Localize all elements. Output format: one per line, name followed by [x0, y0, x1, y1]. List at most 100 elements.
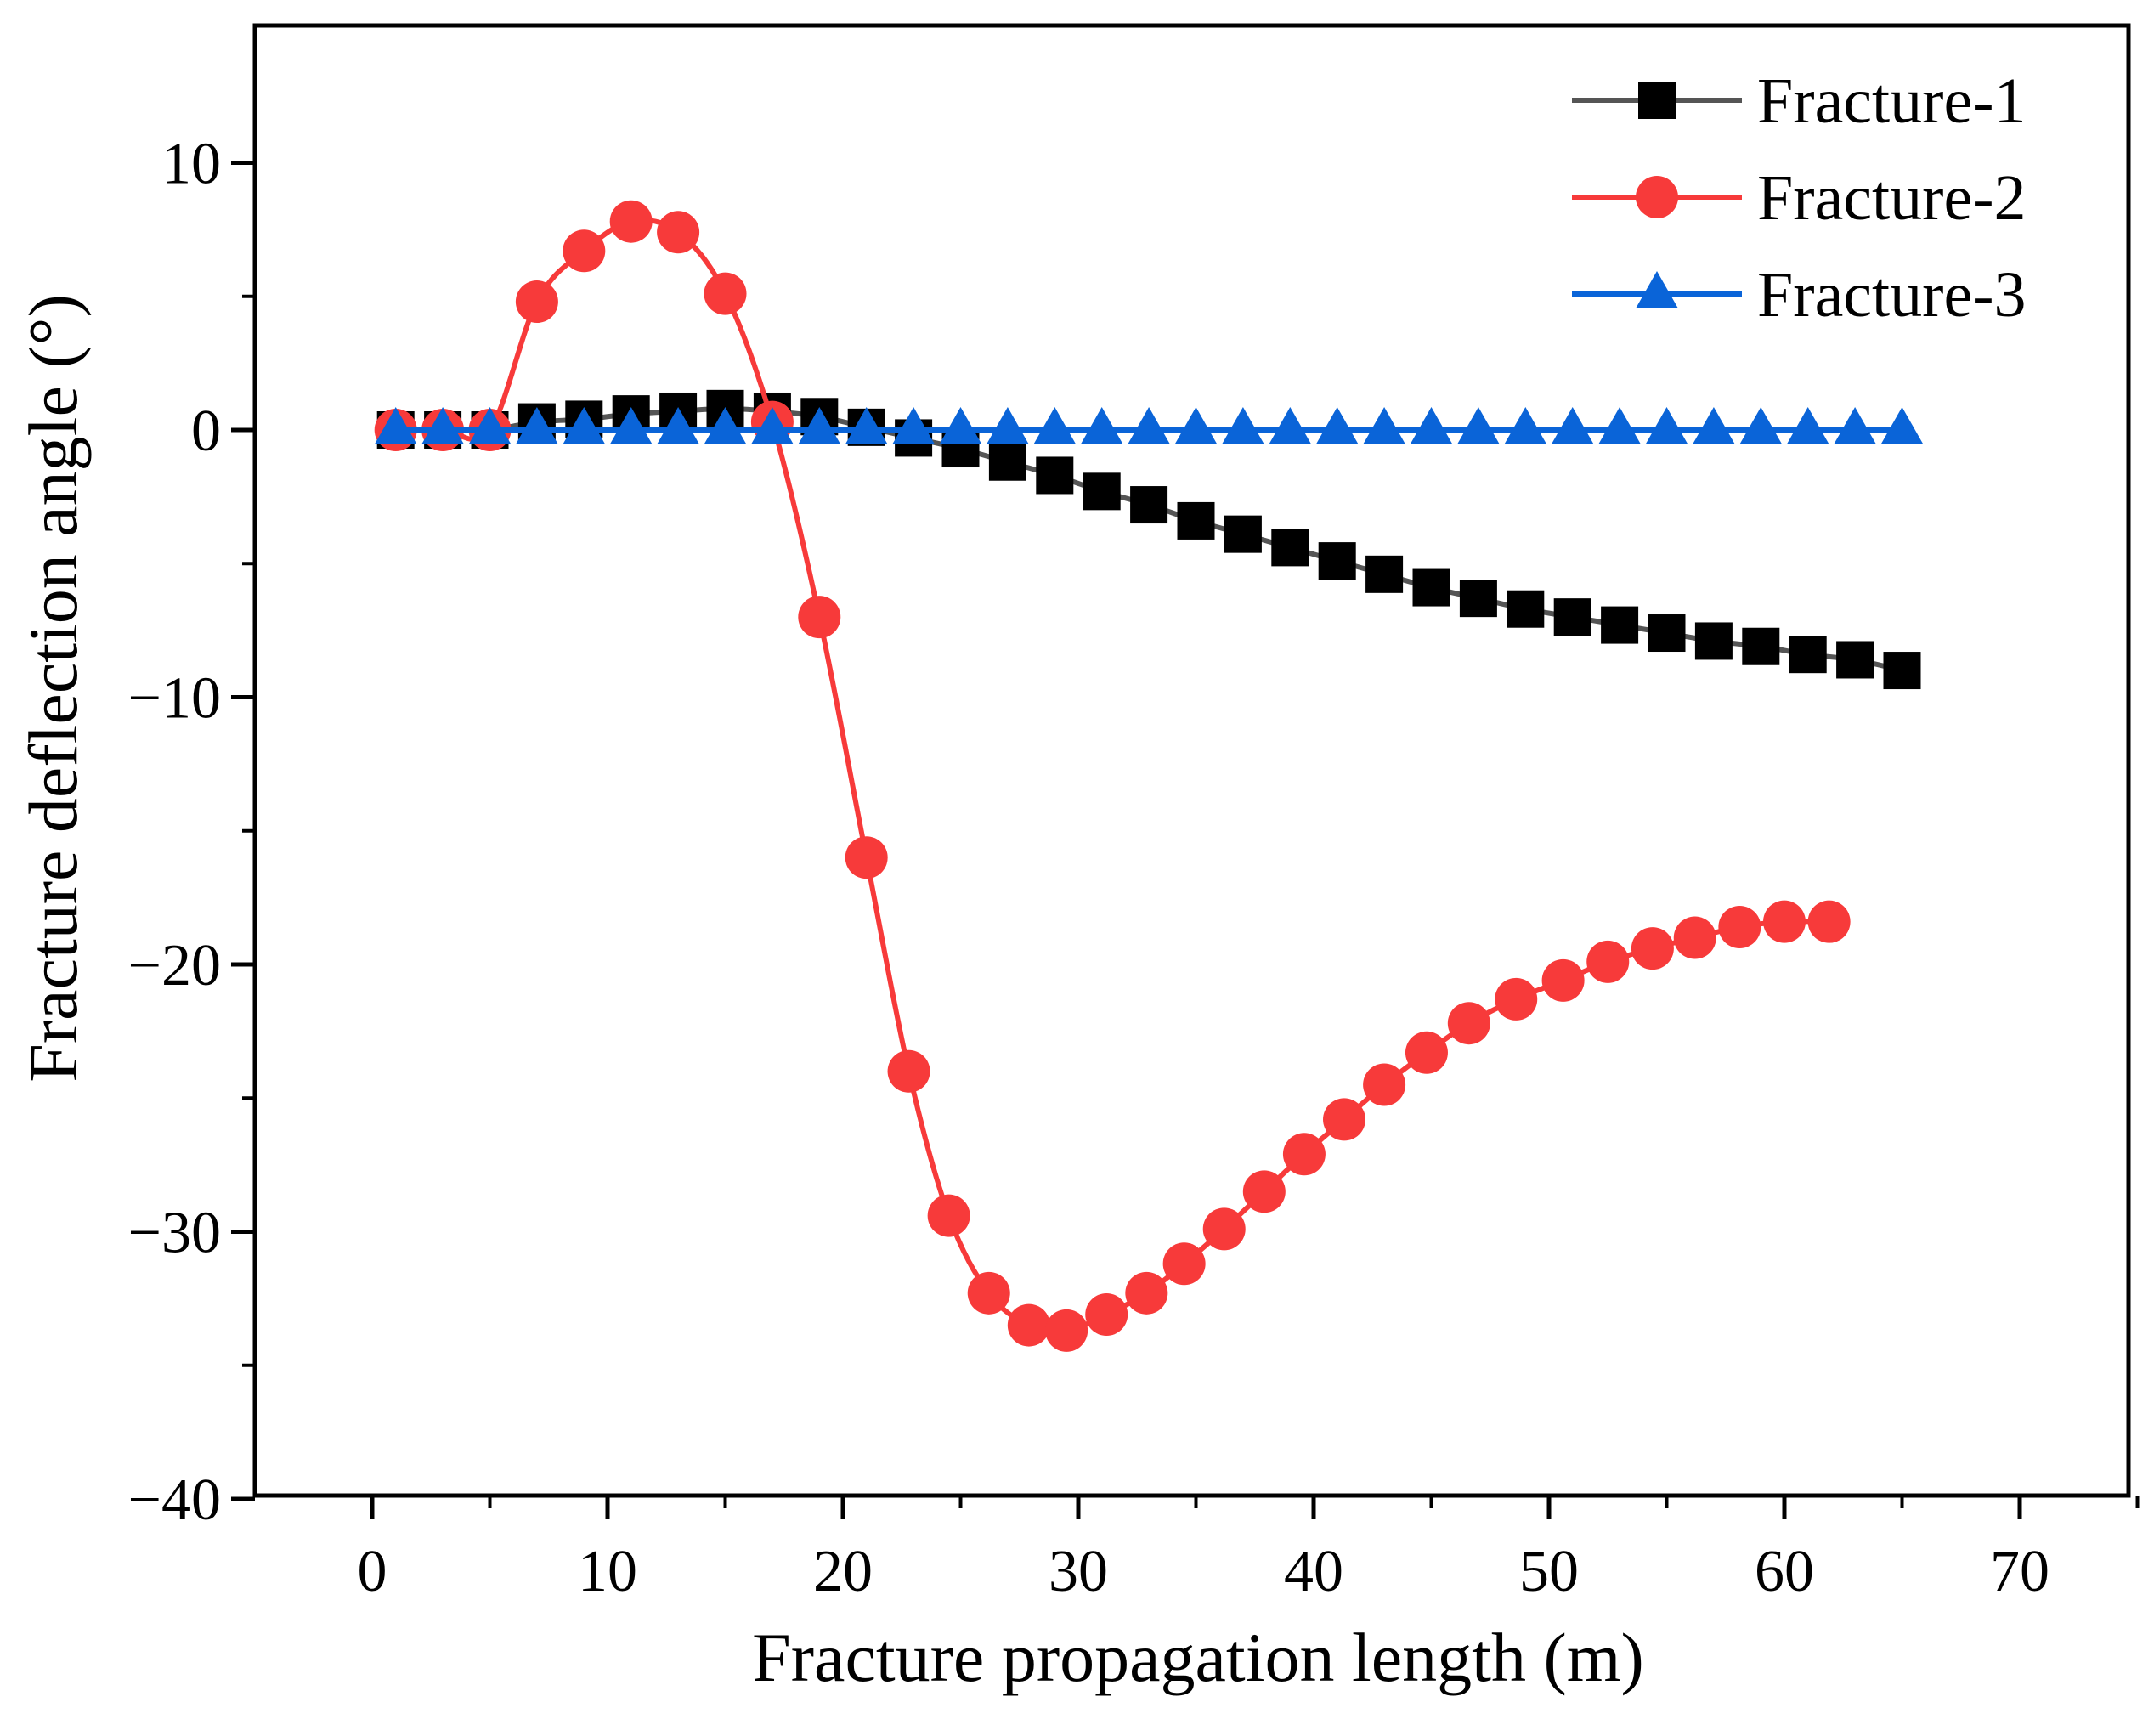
y-tick-label: −30 [128, 1201, 221, 1266]
data-point-fracture-2 [1763, 900, 1806, 943]
data-point-fracture-2 [1085, 1292, 1128, 1336]
data-point-fracture-1 [1224, 515, 1262, 553]
data-point-fracture-3 [657, 407, 700, 444]
series-fracture-2 [374, 200, 1851, 1352]
x-tick-label: 10 [578, 1539, 637, 1604]
x-tick-label: 60 [1755, 1539, 1814, 1604]
data-point-fracture-3 [468, 407, 512, 444]
data-point-fracture-2 [1807, 900, 1851, 943]
series-fracture-3 [374, 407, 1924, 444]
data-point-fracture-3 [845, 407, 888, 444]
data-point-fracture-3 [1315, 407, 1359, 444]
y-tick-label: −10 [128, 666, 221, 732]
data-point-fracture-3 [1128, 407, 1171, 444]
data-point-fracture-3 [750, 407, 794, 444]
data-point-fracture-2 [563, 229, 606, 273]
data-point-fracture-3 [1880, 407, 1924, 444]
y-tick-label: −20 [128, 933, 221, 998]
data-point-fracture-2 [704, 272, 747, 315]
data-point-fracture-3 [798, 407, 841, 444]
data-point-fracture-3 [1551, 407, 1594, 444]
data-point-fracture-1 [1553, 598, 1591, 636]
legend-marker [1638, 82, 1676, 119]
data-point-fracture-1 [1177, 501, 1215, 540]
data-point-fracture-2 [515, 280, 558, 324]
data-point-fracture-3 [374, 407, 417, 444]
data-point-fracture-2 [1541, 958, 1585, 1002]
legend-item-fracture-1: Fracture-1 [1572, 65, 2027, 137]
x-tick-label: 40 [1284, 1539, 1343, 1604]
data-point-fracture-3 [1033, 407, 1077, 444]
data-point-fracture-1 [1036, 456, 1074, 495]
data-point-fracture-3 [515, 407, 558, 444]
data-point-fracture-2 [927, 1194, 970, 1237]
data-point-fracture-2 [609, 200, 653, 243]
data-point-fracture-3 [1363, 407, 1406, 444]
data-point-fracture-3 [986, 407, 1029, 444]
data-point-fracture-3 [1174, 407, 1218, 444]
data-point-fracture-1 [1507, 590, 1545, 628]
data-point-fracture-1 [1742, 627, 1780, 665]
data-point-fracture-3 [704, 407, 747, 444]
frame-layer [252, 23, 2131, 1498]
data-point-fracture-2 [1045, 1309, 1088, 1352]
legend-label: Fracture-3 [1757, 259, 2027, 331]
data-point-fracture-3 [1269, 407, 1312, 444]
x-axis-title: Fracture propagation length (m) [752, 1619, 1644, 1696]
y-tick-label: −40 [128, 1467, 221, 1533]
legend-marker [1636, 176, 1678, 218]
data-point-fracture-2 [1125, 1271, 1168, 1315]
data-point-fracture-2 [1282, 1133, 1326, 1176]
data-point-fracture-3 [1080, 407, 1123, 444]
data-point-fracture-1 [1271, 529, 1309, 567]
x-tick-label: 70 [1990, 1539, 2049, 1604]
data-point-fracture-2 [967, 1271, 1010, 1315]
data-point-fracture-1 [1694, 622, 1733, 660]
data-point-fracture-2 [1673, 916, 1716, 959]
legend-label: Fracture-1 [1757, 65, 2027, 137]
x-tick-label: 30 [1049, 1539, 1108, 1604]
plot-frame [252, 23, 2131, 1498]
data-point-fracture-2 [1718, 905, 1761, 948]
data-point-fracture-3 [421, 407, 465, 444]
data-point-fracture-1 [1083, 472, 1121, 511]
data-point-fracture-1 [1883, 652, 1921, 690]
data-point-fracture-2 [1495, 977, 1538, 1021]
legend-marker [1636, 271, 1678, 308]
data-point-fracture-3 [1786, 407, 1829, 444]
data-point-fracture-2 [1162, 1242, 1206, 1286]
y-axis-title: Fracture deflection angle (°) [14, 294, 92, 1083]
data-point-fracture-2 [1363, 1063, 1406, 1106]
data-point-fracture-2 [887, 1049, 930, 1093]
data-point-fracture-1 [1130, 486, 1168, 524]
data-point-fracture-3 [1410, 407, 1453, 444]
data-point-fracture-2 [1586, 940, 1630, 983]
data-point-fracture-2 [1631, 927, 1674, 970]
y-tick-label: 10 [161, 132, 221, 197]
data-point-fracture-1 [1412, 568, 1450, 607]
data-point-fracture-3 [1739, 407, 1783, 444]
data-point-fracture-1 [1459, 580, 1497, 618]
data-point-fracture-2 [1447, 1002, 1490, 1045]
data-point-fracture-3 [892, 407, 936, 444]
legend-layer: Fracture-1 Fracture-2 Fracture-3 [1572, 65, 2027, 331]
data-point-fracture-1 [988, 443, 1026, 481]
x-tick-label: 50 [1519, 1539, 1579, 1604]
series-line-fracture-2 [395, 218, 1829, 1334]
data-point-fracture-3 [1645, 407, 1688, 444]
data-point-fracture-3 [1456, 407, 1500, 444]
data-point-fracture-3 [609, 407, 653, 444]
data-point-fracture-1 [1789, 636, 1827, 674]
x-tick-label: 0 [358, 1539, 387, 1604]
data-point-fracture-2 [1323, 1098, 1366, 1141]
y-tick-label: 0 [191, 399, 221, 464]
legend-item-fracture-3: Fracture-3 [1572, 259, 2027, 331]
data-point-fracture-3 [1598, 407, 1642, 444]
legend-item-fracture-2: Fracture-2 [1572, 162, 2027, 234]
data-point-fracture-1 [1601, 606, 1639, 644]
x-tick-label: 20 [813, 1539, 873, 1604]
data-point-fracture-2 [845, 836, 888, 879]
data-point-fracture-3 [1834, 407, 1877, 444]
data-point-fracture-1 [1365, 555, 1404, 593]
